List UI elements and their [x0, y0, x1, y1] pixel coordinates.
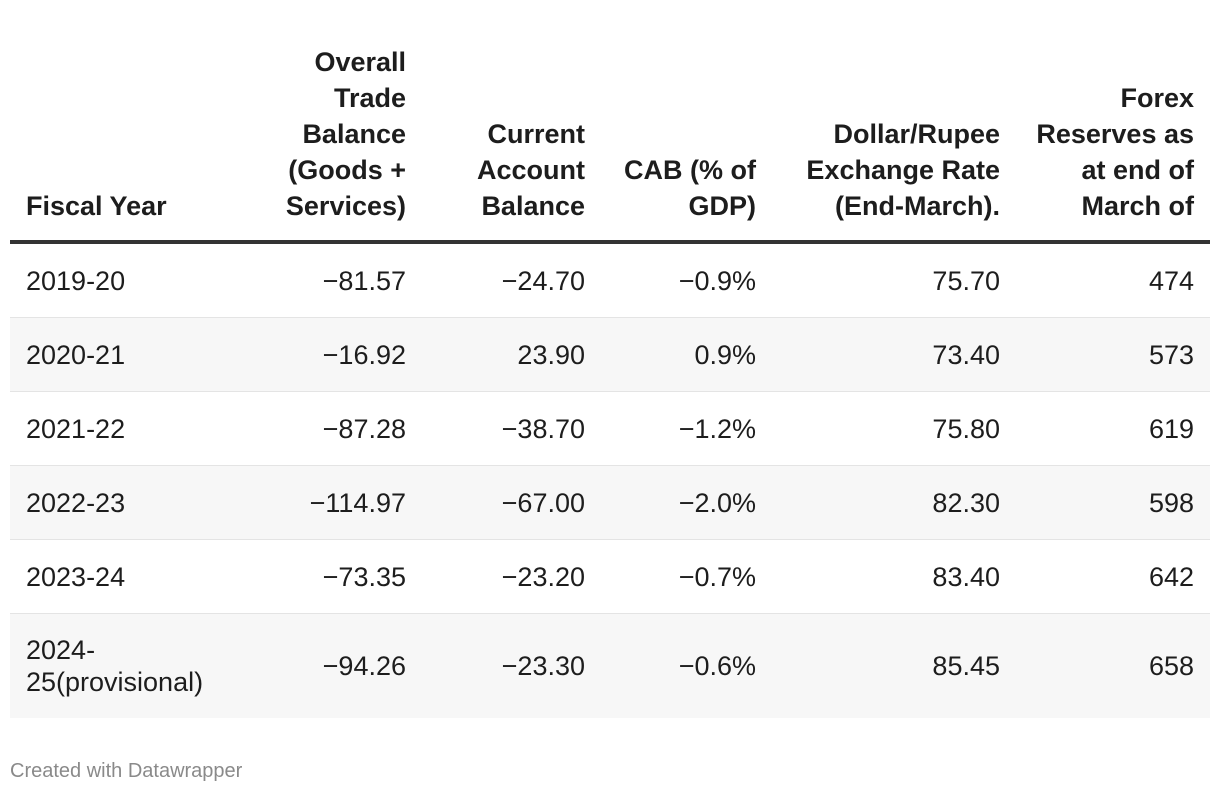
- cell-exchange-rate: 83.40: [772, 539, 1016, 614]
- cell-current-account-balance: −38.70: [422, 391, 601, 466]
- cell-exchange-rate: 85.45: [772, 613, 1016, 718]
- cell-current-account-balance: −24.70: [422, 242, 601, 318]
- cell-current-account-balance: −23.20: [422, 539, 601, 614]
- cell-trade-balance: −114.97: [264, 465, 422, 540]
- cell-fiscal-year: 2021-22: [10, 391, 264, 466]
- cell-trade-balance: −16.92: [264, 317, 422, 392]
- data-table: Fiscal Year Overall Trade Balance (Goods…: [10, 44, 1210, 718]
- cell-cab-percent-gdp: −0.7%: [601, 539, 772, 614]
- cell-fiscal-year: 2020-21: [10, 317, 264, 392]
- table-row: 2021-22 −87.28 −38.70 −1.2% 75.80 619: [10, 391, 1210, 466]
- cell-forex-reserves: 619: [1016, 391, 1210, 466]
- cell-forex-reserves: 642: [1016, 539, 1210, 614]
- cell-exchange-rate: 75.70: [772, 242, 1016, 318]
- table-row: 2024-25(provisional) −94.26 −23.30 −0.6%…: [10, 613, 1210, 718]
- cell-forex-reserves: 658: [1016, 613, 1210, 718]
- cell-trade-balance: −81.57: [264, 242, 422, 318]
- datawrapper-credit: Created with Datawrapper: [10, 760, 243, 782]
- cell-current-account-balance: −23.30: [422, 613, 601, 718]
- cell-cab-percent-gdp: −1.2%: [601, 391, 772, 466]
- header-row: Fiscal Year Overall Trade Balance (Goods…: [10, 44, 1210, 244]
- cell-exchange-rate: 73.40: [772, 317, 1016, 392]
- cell-cab-percent-gdp: −2.0%: [601, 465, 772, 540]
- column-header-current-account-balance: Current Account Balance: [422, 44, 601, 244]
- cell-fiscal-year: 2024-25(provisional): [10, 613, 264, 718]
- cell-fiscal-year: 2023-24: [10, 539, 264, 614]
- cell-fiscal-year: 2019-20: [10, 242, 264, 318]
- cell-trade-balance: −73.35: [264, 539, 422, 614]
- table-body: 2019-20 −81.57 −24.70 −0.9% 75.70 474 20…: [10, 242, 1210, 718]
- column-header-exchange-rate: Dollar/Rupee Exchange Rate (End-March).: [772, 44, 1016, 244]
- table-header: Fiscal Year Overall Trade Balance (Goods…: [10, 44, 1210, 244]
- cell-forex-reserves: 474: [1016, 242, 1210, 318]
- cell-trade-balance: −94.26: [264, 613, 422, 718]
- cell-cab-percent-gdp: 0.9%: [601, 317, 772, 392]
- cell-cab-percent-gdp: −0.9%: [601, 242, 772, 318]
- table-row: 2023-24 −73.35 −23.20 −0.7% 83.40 642: [10, 539, 1210, 614]
- cell-current-account-balance: −67.00: [422, 465, 601, 540]
- cell-fiscal-year: 2022-23: [10, 465, 264, 540]
- cell-forex-reserves: 573: [1016, 317, 1210, 392]
- cell-current-account-balance: 23.90: [422, 317, 601, 392]
- table-row: 2022-23 −114.97 −67.00 −2.0% 82.30 598: [10, 465, 1210, 540]
- cell-trade-balance: −87.28: [264, 391, 422, 466]
- column-header-forex-reserves: Forex Reserves as at end of March of: [1016, 44, 1210, 244]
- table-row: 2020-21 −16.92 23.90 0.9% 73.40 573: [10, 317, 1210, 392]
- column-header-cab-percent-gdp: CAB (% of GDP): [601, 44, 772, 244]
- cell-cab-percent-gdp: −0.6%: [601, 613, 772, 718]
- table-row: 2019-20 −81.57 −24.70 −0.9% 75.70 474: [10, 242, 1210, 318]
- column-header-fiscal-year: Fiscal Year: [10, 44, 264, 244]
- cell-exchange-rate: 75.80: [772, 391, 1016, 466]
- cell-forex-reserves: 598: [1016, 465, 1210, 540]
- column-header-trade-balance: Overall Trade Balance (Goods + Services): [264, 44, 422, 244]
- cell-exchange-rate: 82.30: [772, 465, 1016, 540]
